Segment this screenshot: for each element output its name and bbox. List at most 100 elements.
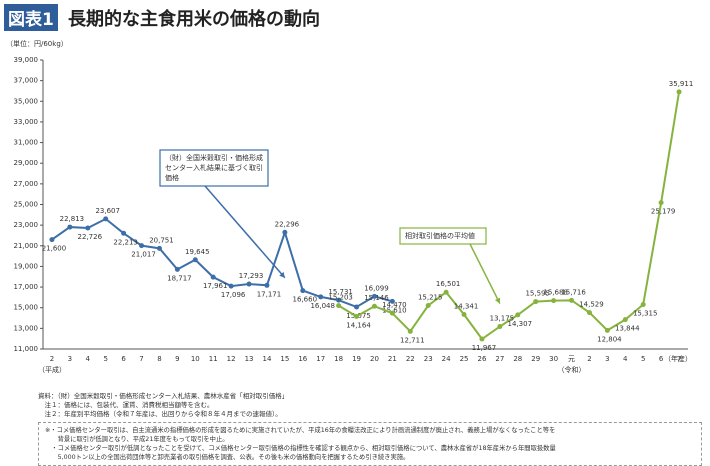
x-tick-label: 18 (334, 355, 343, 363)
box-notes: ※・コメ価格センター取引は、自主流通米の指標価格の形成を図るために実施されていた… (38, 422, 702, 466)
unit-label: （単位：円/60kg） (6, 39, 68, 48)
data-label: 22,813 (60, 215, 85, 223)
y-tick-label: 29,000 (14, 159, 39, 167)
data-point (533, 299, 539, 305)
x-tick-label: 7 (139, 355, 143, 363)
data-label: 16,048 (310, 302, 335, 310)
data-point (67, 224, 73, 230)
data-point (461, 312, 467, 318)
x-tick-label: 3 (68, 355, 72, 363)
data-label: 15,610 (382, 306, 407, 314)
x-tick-label: 16 (298, 355, 307, 363)
x-tick-label: 30 (549, 355, 558, 363)
y-tick-label: 11,000 (14, 345, 39, 353)
x-tick-label: 4 (86, 355, 91, 363)
data-point (604, 327, 610, 333)
series-line (338, 91, 681, 341)
y-tick-label: 21,000 (14, 242, 39, 250)
x-tick-label: 19 (352, 355, 361, 363)
x-tick-label: 元 (568, 355, 575, 363)
data-label: 20,751 (149, 236, 174, 244)
data-point (389, 310, 395, 316)
y-tick-label: 13,000 (14, 324, 39, 332)
data-label: 15,146 (364, 294, 389, 302)
data-point (282, 229, 288, 235)
y-tick-label: 35,000 (14, 97, 39, 105)
data-label: 14,341 (454, 303, 479, 311)
data-point (425, 302, 431, 308)
data-point (389, 298, 395, 304)
chart: （単位：円/60kg） 11,000 13,000 15,000 17,000 19,00… (6, 39, 693, 374)
data-point (264, 282, 270, 288)
x-tick-label: 7 (677, 355, 681, 363)
data-point (371, 293, 377, 299)
data-point (658, 200, 664, 206)
x-tick-label: 14 (262, 355, 271, 363)
x-tick-label: 13 (245, 355, 254, 363)
x-tick-label: 4 (623, 355, 628, 363)
data-label: 15,688 (543, 289, 568, 297)
data-point (156, 245, 162, 251)
data-label: 17,171 (257, 290, 282, 298)
data-label: 17,096 (221, 291, 246, 299)
data-label: 22,296 (275, 220, 300, 228)
data-label: 15,731 (328, 288, 353, 296)
data-point (246, 281, 252, 287)
data-label: 15,595 (525, 290, 550, 298)
data-point (336, 303, 342, 309)
x-tick-label: 17 (316, 355, 325, 363)
annotation-text: 価格 (165, 173, 179, 182)
x-tick-label: 28 (513, 355, 522, 363)
data-point (551, 298, 557, 304)
x-tick-label: 26 (477, 355, 486, 363)
data-label: 15,315 (633, 309, 658, 317)
data-point (515, 312, 521, 318)
x-tick-label: 9 (175, 355, 179, 363)
data-label: 13,844 (615, 325, 640, 333)
data-label: 17,293 (239, 272, 264, 280)
data-point (497, 324, 503, 330)
data-point (121, 230, 127, 236)
data-point (210, 274, 216, 280)
annotation-arrow (469, 243, 501, 304)
data-label: 25,179 (651, 208, 676, 216)
x-tick-label: 29 (531, 355, 540, 363)
data-label: 12,711 (400, 336, 425, 344)
x-tick-label: 5 (103, 355, 107, 363)
x-tick-label: 27 (495, 355, 504, 363)
data-point (228, 283, 234, 289)
data-point (640, 301, 646, 307)
box-note: ・コメ価格センター取引が低調となったことを受けて、コメ価格センター取引価格の指標… (45, 445, 556, 452)
data-point (354, 313, 360, 319)
annotation-arrow (204, 185, 286, 279)
data-label: 23,607 (95, 207, 120, 215)
data-label: 18,717 (167, 274, 192, 282)
x-tick-label: 8 (157, 355, 161, 363)
data-label: 13,175 (490, 315, 515, 323)
y-tick-label: 19,000 (14, 262, 39, 270)
data-point (192, 257, 198, 263)
series-line (51, 217, 393, 309)
x-tick-label: 11 (209, 355, 218, 363)
data-label: 17,961 (203, 282, 228, 290)
data-point (586, 310, 592, 316)
y-tick-label: 23,000 (14, 221, 39, 229)
data-point (407, 328, 413, 334)
data-label: 14,470 (382, 301, 407, 309)
title: 長期的な主食用米の価格の動向 (68, 9, 320, 30)
x-tick-label: 25 (460, 355, 469, 363)
data-point (354, 304, 360, 310)
y-tick-label: 15,000 (14, 304, 39, 312)
box-note: 5,000トン以上の全国出荷団体等と卸売業者の取引価格を調査、公表。その後も米の… (45, 454, 410, 461)
annotation-box (399, 227, 487, 245)
data-label: 22,213 (113, 238, 138, 246)
x-tick-label: 6 (659, 355, 664, 363)
x-tick-label: 12 (227, 355, 236, 363)
y-tick-label: 17,000 (14, 283, 39, 291)
data-point (676, 89, 682, 95)
note: 注１：価格には、包装代、運賃、消費税相当額等を含む。 (38, 401, 214, 409)
x-tick-label: 21 (388, 355, 397, 363)
data-point (49, 237, 55, 243)
box-note: ※・コメ価格センター取引は、自主流通米の指標価格の形成を図るために実施されていた… (45, 427, 556, 434)
data-point (85, 225, 91, 231)
